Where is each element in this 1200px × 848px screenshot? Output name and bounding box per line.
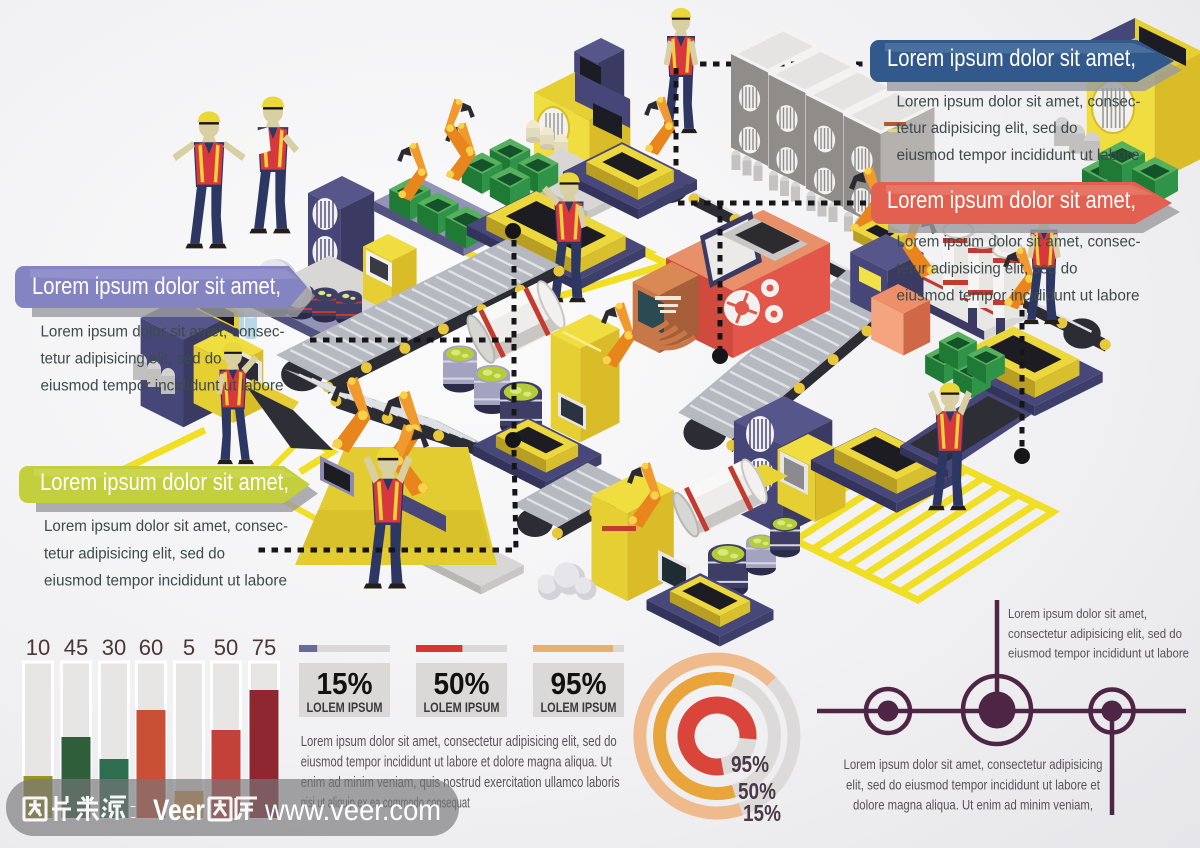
svg-text:dolore magna aliqua. Ut enim a: dolore magna aliqua. Ut enim ad minim ve… xyxy=(853,798,1093,813)
svg-text:Lorem ipsum dolor sit amet,: Lorem ipsum dolor sit amet, xyxy=(887,45,1136,72)
svg-text:30: 30 xyxy=(102,635,126,660)
svg-text:45: 45 xyxy=(64,635,88,660)
svg-text:10: 10 xyxy=(26,635,50,660)
svg-text:eiusmod tempor incididunt ut l: eiusmod tempor incididunt ut labore xyxy=(1008,646,1189,661)
svg-text:Lorem ipsum dolor sit amet,: Lorem ipsum dolor sit amet, xyxy=(887,187,1136,214)
svg-text:eiusmod tempor incididunt ut l: eiusmod tempor incididunt ut labore et d… xyxy=(301,754,612,770)
svg-text:Lorem ipsum dolor sit amet,: Lorem ipsum dolor sit amet, xyxy=(1008,606,1147,621)
svg-text:eiusmod tempor incididunt ut l: eiusmod tempor incididunt ut labore xyxy=(897,288,1140,305)
svg-text:elit, sed do eiusmod tempor in: elit, sed do eiusmod tempor incididunt u… xyxy=(846,777,1100,792)
svg-text:75: 75 xyxy=(252,635,276,660)
svg-text:Veer: Veer xyxy=(153,794,205,827)
svg-text:Lorem ipsum dolor sit amet, co: Lorem ipsum dolor sit amet, consec- xyxy=(41,324,285,341)
svg-text:15%: 15% xyxy=(743,800,781,826)
svg-text:eiusmod tempor incididunt ut l: eiusmod tempor incididunt ut labore xyxy=(41,378,284,395)
svg-text:www.veer.com: www.veer.com xyxy=(264,794,441,827)
svg-text:Lorem ipsum dolor sit amet, co: Lorem ipsum dolor sit amet, consectetur … xyxy=(301,734,617,750)
svg-text:50%: 50% xyxy=(738,778,776,804)
svg-text:tetur adipisicing elit, sed do: tetur adipisicing elit, sed do xyxy=(41,351,222,368)
svg-text:60: 60 xyxy=(139,635,163,660)
svg-text:eiusmod tempor incididunt ut l: eiusmod tempor incididunt ut labore xyxy=(897,147,1140,164)
svg-text:95%: 95% xyxy=(551,666,607,701)
svg-text:LOLEM IPSUM: LOLEM IPSUM xyxy=(541,699,617,715)
svg-text:Lorem ipsum dolor sit amet, co: Lorem ipsum dolor sit amet, consec- xyxy=(897,234,1141,251)
svg-text:Lorem ipsum dolor sit amet, co: Lorem ipsum dolor sit amet, consec- xyxy=(897,94,1141,111)
svg-text:tetur adipisicing elit, sed do: tetur adipisicing elit, sed do xyxy=(897,261,1078,278)
svg-text:5: 5 xyxy=(183,635,195,660)
svg-text:50: 50 xyxy=(214,635,238,660)
svg-text:LOLEM IPSUM: LOLEM IPSUM xyxy=(424,699,500,715)
svg-text:tetur adipisicing elit, sed do: tetur adipisicing elit, sed do xyxy=(897,120,1078,137)
svg-text:Lorem ipsum dolor sit amet, co: Lorem ipsum dolor sit amet, consec- xyxy=(44,518,288,535)
svg-text:50%: 50% xyxy=(434,666,490,701)
svg-text:Lorem ipsum dolor sit amet,: Lorem ipsum dolor sit amet, xyxy=(40,469,289,496)
svg-text:eiusmod tempor incididunt ut l: eiusmod tempor incididunt ut labore xyxy=(44,573,287,590)
svg-text:Lorem ipsum dolor sit amet, co: Lorem ipsum dolor sit amet, consectetur … xyxy=(844,757,1103,772)
svg-text:Lorem ipsum dolor sit amet,: Lorem ipsum dolor sit amet, xyxy=(32,273,281,300)
svg-text:consectetur adipisicing elit,: consectetur adipisicing elit, sed do xyxy=(1008,626,1182,641)
svg-text:LOLEM IPSUM: LOLEM IPSUM xyxy=(307,699,383,715)
svg-text:tetur adipisicing elit, sed do: tetur adipisicing elit, sed do xyxy=(44,545,225,562)
svg-text:15%: 15% xyxy=(317,666,373,701)
svg-text:95%: 95% xyxy=(731,751,769,777)
